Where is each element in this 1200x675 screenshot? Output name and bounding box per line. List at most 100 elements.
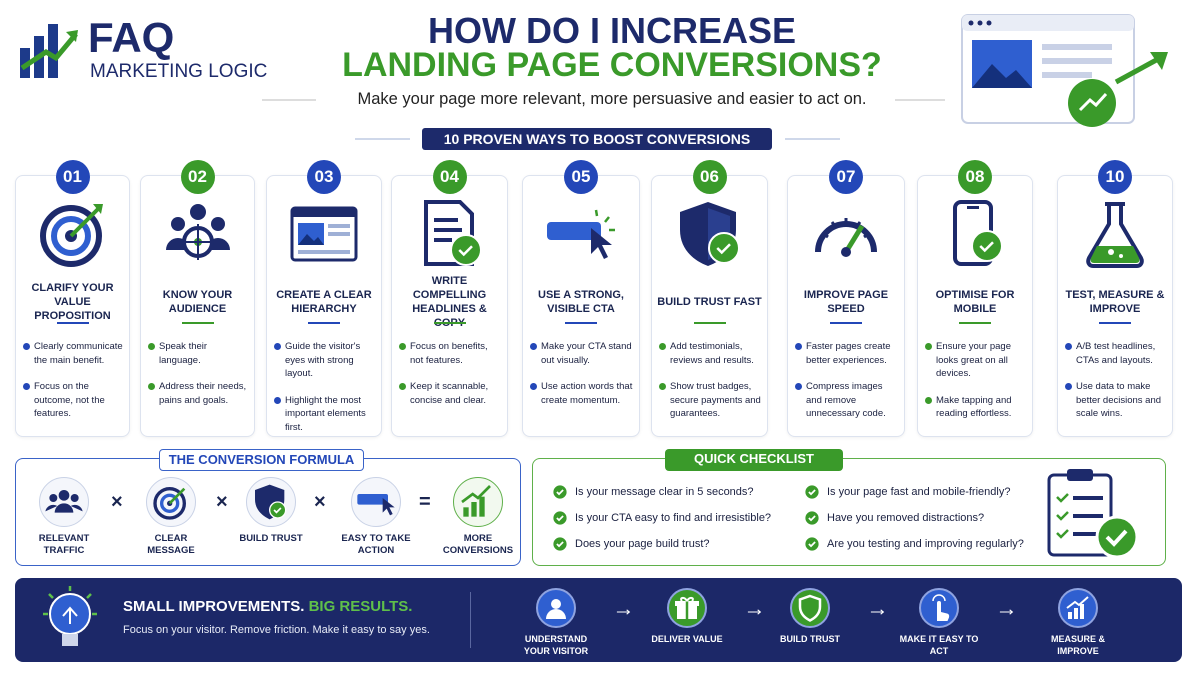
step-label: BUILD TRUST xyxy=(780,634,840,644)
point-text: Address their needs, pains and goals. xyxy=(159,381,247,406)
step: MEASURE & IMPROVE xyxy=(1033,588,1123,657)
icon-shape xyxy=(1080,604,1084,619)
icon-shape xyxy=(179,224,216,260)
bullet xyxy=(148,343,155,350)
card-points: Focus on benefits, not features. Keep it … xyxy=(399,340,502,420)
icon-shape xyxy=(972,64,1032,88)
icon-shape xyxy=(971,230,1003,262)
icon xyxy=(153,487,186,520)
step-label: MAKE IT EASY TO ACT xyxy=(899,634,979,656)
icon-shape xyxy=(66,30,78,42)
formula-box: THE CONVERSION FORMULA RELEVANT TRAFFIC C… xyxy=(15,449,521,566)
icon-shape xyxy=(357,494,388,505)
checklist-item: Is your CTA easy to find and irresistibl… xyxy=(553,511,771,525)
icon-shape xyxy=(62,606,78,624)
card-point: Speak their language. xyxy=(148,340,249,367)
point-text: Clearly communicate the main benefit. xyxy=(34,341,123,366)
icon-shape xyxy=(479,496,485,517)
card-point: Add testimonials, reviews and results. xyxy=(659,340,762,367)
icon-shape xyxy=(979,241,994,253)
icon-shape xyxy=(170,217,185,231)
step: DELIVER VALUE xyxy=(642,588,732,645)
underline xyxy=(433,322,466,324)
card: 07 IMPROVE PAGE SPEED Faster pages create … xyxy=(787,160,905,437)
icon-shape xyxy=(471,502,477,517)
card-points: Make your CTA stand out visually. Use act… xyxy=(530,340,634,420)
card-title: OPTIMISE FOR MOBILE xyxy=(935,289,1015,315)
icon-shape xyxy=(62,634,78,646)
icon xyxy=(953,200,1003,266)
checklist-text: Is your CTA easy to find and irresistibl… xyxy=(575,512,772,524)
step-label: UNDERSTAND YOUR VISITOR xyxy=(523,634,589,656)
checklist-box: QUICK CHECKLIST Is your message clear in… xyxy=(532,449,1166,566)
bullet xyxy=(274,396,281,404)
icon-shape xyxy=(210,217,225,231)
icon-shape xyxy=(556,515,564,522)
icon xyxy=(45,490,83,513)
card-points: A/B test headlines, CTAs and layouts. Use… xyxy=(1065,340,1167,434)
icon-shape xyxy=(292,208,356,217)
icon xyxy=(805,537,819,551)
icon xyxy=(423,200,482,266)
icon xyxy=(553,537,567,551)
bullet xyxy=(530,383,537,390)
icon-shape xyxy=(1105,529,1128,547)
icon-shape xyxy=(92,204,103,214)
formula-item: CLEAR MESSAGE xyxy=(131,477,211,557)
icon-shape xyxy=(591,228,612,259)
card-title: TEST, MEASURE & IMPROVE xyxy=(1065,289,1165,315)
icon xyxy=(805,511,819,525)
bullet xyxy=(795,343,802,350)
card-point: Ensure your page looks great on all devi… xyxy=(925,340,1027,381)
footer-headline: SMALL IMPROVEMENTS. BIG RESULTS. xyxy=(123,598,412,615)
icon-shape xyxy=(1066,596,1089,609)
icon xyxy=(870,609,885,615)
icon-shape xyxy=(986,20,992,26)
icon-shape xyxy=(1067,469,1093,481)
point-text: Use action words that create momentum. xyxy=(541,381,633,406)
underline xyxy=(565,322,597,324)
checklist-item: Is your page fast and mobile-friendly? xyxy=(805,485,1010,499)
icon-shape xyxy=(1119,254,1123,258)
footer: SMALL IMPROVEMENTS. BIG RESULTS. Focus o… xyxy=(15,578,1182,662)
icon-shape xyxy=(328,232,350,236)
card-point: Compress images and remove unnecessary c… xyxy=(795,380,899,421)
icon xyxy=(357,494,395,516)
card: 03 CREATE A CLEAR HIERARCHY Guide the visi… xyxy=(266,160,382,437)
icon-shape xyxy=(1090,246,1140,263)
operator: = xyxy=(419,491,431,513)
icon-shape xyxy=(433,218,462,242)
point-text: Focus on the outcome, not the features. xyxy=(34,381,105,419)
icon xyxy=(675,597,699,619)
card: 06 BUILD TRUST FAST Add testimonials, revi… xyxy=(651,160,768,437)
icon-shape xyxy=(50,216,91,256)
card-title: KNOW YOUR AUDIENCE xyxy=(162,289,233,315)
card: 10 TEST, MEASURE & IMPROVE A/B test headli… xyxy=(1057,160,1173,437)
checklist-item: Does your page build trust? xyxy=(553,537,710,551)
checklist-title: QUICK CHECKLIST xyxy=(665,449,843,471)
formula-circle xyxy=(246,477,296,527)
card: 02 KNOW YOUR AUDIENCE Speak their language… xyxy=(140,160,255,437)
icon-shape xyxy=(841,247,851,257)
underline xyxy=(181,322,214,324)
icon-shape xyxy=(962,15,1134,31)
card-title: USE A STRONG, VISIBLE CTA xyxy=(538,289,624,315)
underline xyxy=(830,322,862,324)
icon-shape xyxy=(382,498,395,516)
bullet xyxy=(925,343,932,350)
card-points: Guide the visitor's eyes with strong lay… xyxy=(274,340,376,447)
step: BUILD TRUST xyxy=(765,588,855,645)
brand-tagline: MARKETING LOGIC xyxy=(90,61,268,82)
icon xyxy=(1066,596,1089,619)
headline-part: SMALL IMPROVEMENTS. xyxy=(123,598,305,615)
formula-item: RELEVANT TRAFFIC xyxy=(24,477,104,557)
divider xyxy=(470,592,471,648)
card-point: Guide the visitor's eyes with strong lay… xyxy=(274,340,376,381)
icon-shape xyxy=(39,205,102,267)
icon-shape xyxy=(298,250,350,254)
icon-shape xyxy=(1150,52,1168,70)
checklist-text: Is your message clear in 5 seconds? xyxy=(575,486,754,498)
title: LANDING PAGE CONVERSIONS? xyxy=(342,46,882,84)
icon-shape xyxy=(968,20,974,26)
logo-icon xyxy=(20,24,78,78)
